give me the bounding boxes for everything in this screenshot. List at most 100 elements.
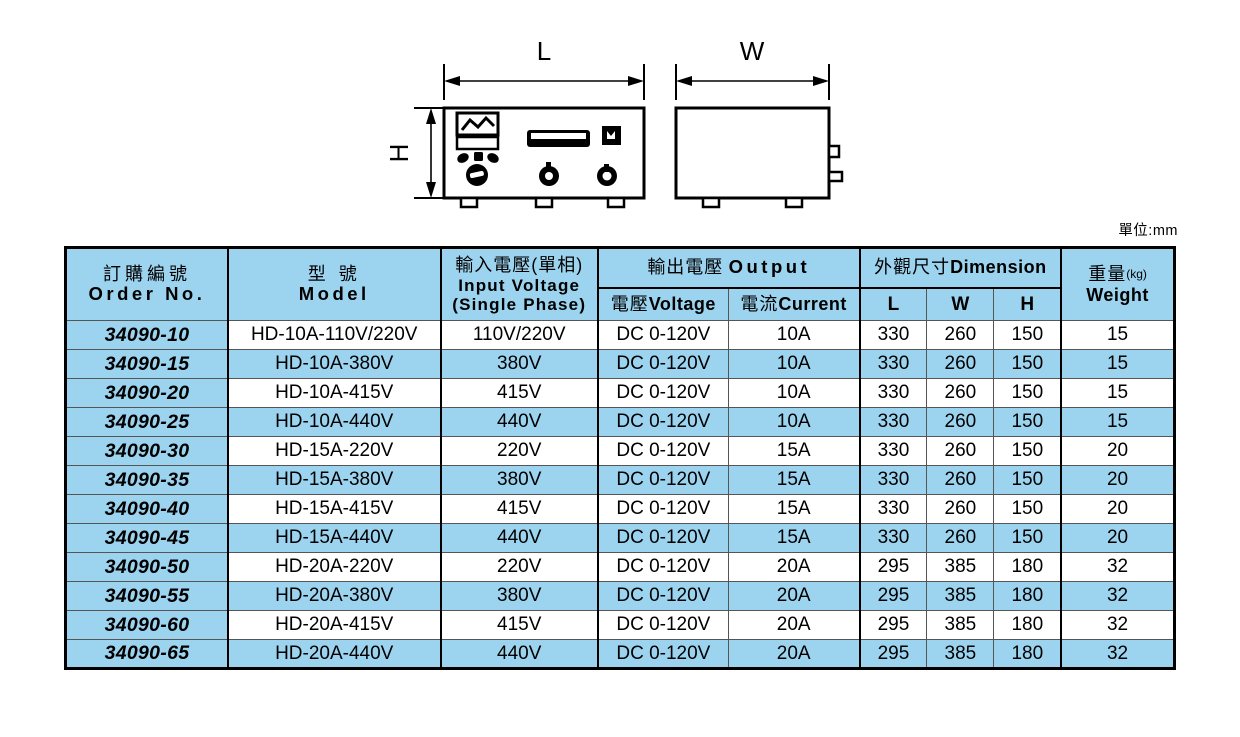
cell-out_current: 15A <box>727 494 861 524</box>
cell-input_voltage: 415V <box>439 378 599 408</box>
cell-weight: 32 <box>1060 639 1176 669</box>
header-out-current-cn: 電流 <box>740 293 779 314</box>
order-no-text: 34090-60 <box>104 613 190 636</box>
table-row[interactable]: 34090-30 HD-15A-220V 220V DC 0-120V 15A 330 26… <box>64 436 1176 466</box>
label-length: L <box>537 36 551 66</box>
cell-order_no: 34090-40 <box>64 494 229 524</box>
cell-w: 385 <box>926 552 995 582</box>
header-order-no-cn: 訂購編號 <box>102 264 191 285</box>
analog-meter <box>455 111 500 151</box>
cell-model: HD-20A-380V <box>227 581 442 611</box>
cell-h: 180 <box>993 552 1063 582</box>
cell-input_voltage: 220V <box>439 552 599 582</box>
cell-weight: 32 <box>1060 581 1176 611</box>
table-row[interactable]: 34090-10 HD-10A-110V/220V 110V/220V DC 0-12… <box>64 320 1176 350</box>
cell-input_voltage: 380V <box>439 349 599 379</box>
side-terminal-tabs <box>827 144 844 183</box>
cell-l: 330 <box>859 465 928 495</box>
cell-out_current: 15A <box>727 465 861 495</box>
cell-out_voltage: DC 0-120V <box>597 494 729 524</box>
order-no-text: 34090-45 <box>104 526 190 549</box>
order-no-text: 34090-40 <box>104 497 190 520</box>
cell-w: 260 <box>926 436 995 466</box>
table-row[interactable]: 34090-15 HD-10A-380V 380V DC 0-120V 10A 330 26… <box>64 349 1176 379</box>
terminal-strip <box>527 130 590 147</box>
table-row[interactable]: 34090-40 HD-15A-415V 415V DC 0-120V 15A 330 26… <box>64 494 1176 524</box>
cell-order_no: 34090-50 <box>64 552 229 582</box>
header-dimension-cn: 外觀尺寸 <box>874 257 951 278</box>
product-dimension-drawing: L W H <box>384 36 844 209</box>
header-weight-unit: (kg) <box>1126 267 1147 282</box>
cell-out_current: 10A <box>727 407 861 437</box>
cell-order_no: 34090-25 <box>64 407 229 437</box>
cell-l: 330 <box>859 349 928 379</box>
table-row[interactable]: 34090-50 HD-20A-220V 220V DC 0-120V 20A 295 38… <box>64 552 1176 582</box>
cell-w: 260 <box>926 320 995 350</box>
cell-w: 260 <box>926 465 995 495</box>
cell-out_voltage: DC 0-120V <box>597 639 729 669</box>
table-row[interactable]: 34090-20 HD-10A-415V 415V DC 0-120V 10A 330 26… <box>64 378 1176 408</box>
order-no-text: 34090-10 <box>104 323 190 346</box>
cell-order_no: 34090-45 <box>64 523 229 553</box>
table-row[interactable]: 34090-55 HD-20A-380V 380V DC 0-120V 20A 295 38… <box>64 581 1176 611</box>
cell-order_no: 34090-55 <box>64 581 229 611</box>
cell-h: 180 <box>993 581 1063 611</box>
header-input-voltage-en: Input Voltage <box>458 275 581 295</box>
header-weight: 重量(kg) Weight <box>1060 247 1176 321</box>
cell-h: 180 <box>993 639 1063 669</box>
header-model-cn: 型 號 <box>307 264 361 285</box>
cell-model: HD-15A-220V <box>227 436 442 466</box>
cell-model: HD-10A-110V/220V <box>227 320 442 350</box>
cell-out_current: 20A <box>727 639 861 669</box>
cell-input_voltage: 415V <box>439 494 599 524</box>
cell-l: 295 <box>859 581 928 611</box>
header-model-en: Model <box>298 283 370 305</box>
cell-weight: 20 <box>1060 523 1176 553</box>
cell-input_voltage: 380V <box>439 581 599 611</box>
cell-input_voltage: 440V <box>439 523 599 553</box>
cell-out_voltage: DC 0-120V <box>597 407 729 437</box>
cell-order_no: 34090-65 <box>64 639 229 669</box>
header-out-current: 電流Current <box>727 287 861 321</box>
order-no-text: 34090-50 <box>104 555 190 578</box>
header-out-voltage-cn: 電壓 <box>610 293 649 314</box>
header-weight-en: Weight <box>1086 284 1149 305</box>
table-row[interactable]: 34090-65 HD-20A-440V 440V DC 0-120V 20A 295 38… <box>64 639 1176 669</box>
cell-h: 180 <box>993 610 1063 640</box>
label-width: W <box>740 36 765 66</box>
cell-model: HD-10A-440V <box>227 407 442 437</box>
cell-l: 330 <box>859 320 928 350</box>
cell-weight: 20 <box>1060 436 1176 466</box>
cell-out_current: 20A <box>727 581 861 611</box>
panel-socket <box>602 126 621 145</box>
cell-order_no: 34090-35 <box>64 465 229 495</box>
cell-h: 150 <box>993 349 1063 379</box>
cell-out_current: 20A <box>727 610 861 640</box>
cell-w: 385 <box>926 610 995 640</box>
header-output-group: 輸出電壓 Output <box>597 247 861 289</box>
cell-l: 330 <box>859 523 928 553</box>
cell-l: 330 <box>859 436 928 466</box>
cell-w: 260 <box>926 523 995 553</box>
cell-order_no: 34090-20 <box>64 378 229 408</box>
table-row[interactable]: 34090-25 HD-10A-440V 440V DC 0-120V 10A 330 26… <box>64 407 1176 437</box>
side-view-feet <box>701 196 804 209</box>
header-model: 型 號 Model <box>227 247 442 321</box>
cell-out_voltage: DC 0-120V <box>597 581 729 611</box>
header-dim-w: W <box>926 287 995 321</box>
cell-input_voltage: 380V <box>439 465 599 495</box>
table-row[interactable]: 34090-45 HD-15A-440V 440V DC 0-120V 15A 330 26… <box>64 523 1176 553</box>
cell-out_voltage: DC 0-120V <box>597 378 729 408</box>
table-row[interactable]: 34090-35 HD-15A-380V 380V DC 0-120V 15A 330 26… <box>64 465 1176 495</box>
cell-h: 150 <box>993 523 1063 553</box>
cell-weight: 20 <box>1060 465 1176 495</box>
cell-h: 150 <box>993 320 1063 350</box>
cell-w: 385 <box>926 581 995 611</box>
header-input-voltage-cn: 輸入電壓(單相) <box>455 255 584 276</box>
table-row[interactable]: 34090-60 HD-20A-415V 415V DC 0-120V 20A 295 38… <box>64 610 1176 640</box>
header-dim-h: H <box>993 287 1063 321</box>
cell-out_current: 20A <box>727 552 861 582</box>
cell-weight: 15 <box>1060 349 1176 379</box>
front-view-feet <box>459 196 626 209</box>
cell-l: 295 <box>859 639 928 669</box>
